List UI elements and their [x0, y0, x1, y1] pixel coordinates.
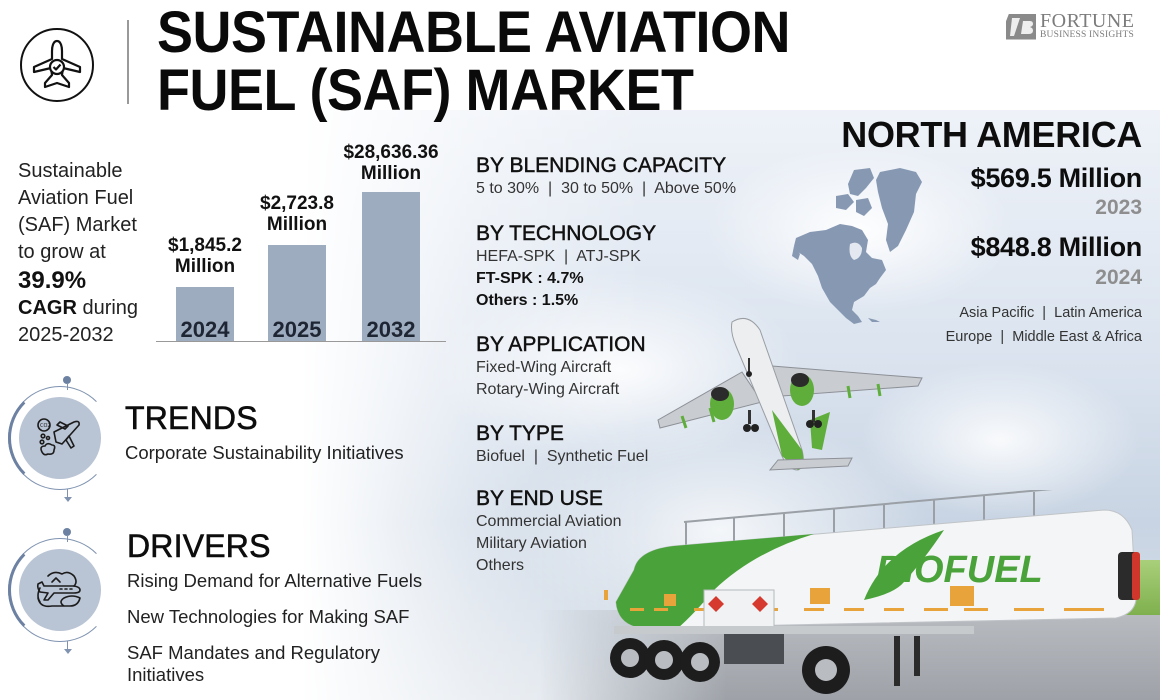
segment-item: Fixed-Wing Aircraft — [476, 359, 612, 376]
page-title: SUSTAINABLE AVIATION FUEL (SAF) MARKET — [157, 4, 790, 120]
segment-values: HEFA-SPK | ATJ-SPK — [476, 248, 641, 265]
segment-title: BY TECHNOLOGY — [476, 222, 657, 245]
drivers-hub — [2, 528, 112, 658]
title-line-2: FUEL (SAF) MARKET — [157, 58, 694, 123]
airplane-image — [657, 317, 923, 471]
cagr-value: 39.9% — [18, 267, 87, 294]
trend-item: Corporate Sustainability Initiatives — [125, 442, 404, 463]
segment-item: Commercial Aviation — [476, 513, 622, 530]
segment-end-use: BY END USE Commercial Aviation Military … — [476, 487, 622, 577]
segment-title: BY TYPE — [476, 422, 564, 445]
segment-item: Rotary-Wing Aircraft — [476, 381, 620, 398]
region-year-2023: 2023 — [1095, 196, 1142, 219]
bar-2025: $2,723.8 Million 2025 — [260, 193, 334, 342]
trends-title: TRENDS — [125, 400, 258, 437]
segment-values: 5 to 30% | 30 to 50% | Above 50% — [476, 180, 737, 197]
other-regions-line: Asia Pacific | Latin America — [959, 305, 1142, 321]
intro-line: (SAF) Market — [18, 214, 137, 236]
region-value-2024: $848.8 Million — [970, 232, 1143, 262]
svg-text:BIOFUEL: BIOFUEL — [876, 549, 1043, 591]
intro-line: to grow at — [18, 241, 106, 263]
chart-baseline — [156, 340, 446, 342]
bar-year-label: 2025 — [272, 317, 322, 342]
plane-leaf-icon — [19, 549, 101, 631]
brand-subtitle: BUSINESS INSIGHTS — [1040, 30, 1134, 40]
segment-others: Others : 1.5% — [476, 292, 579, 309]
airplane-check-icon — [20, 28, 94, 102]
north-america-map — [792, 168, 922, 324]
drivers-title: DRIVERS — [127, 528, 271, 565]
driver-item: New Technologies for Making SAF — [127, 606, 410, 627]
brand-name: FORTUNE — [1040, 10, 1135, 32]
other-regions-line: Europe | Middle East & Africa — [945, 329, 1142, 345]
svg-text:CO2: CO2 — [40, 423, 51, 429]
bar-value-label: $2,723.8 Million — [260, 193, 334, 235]
plane-co2-emission-icon: CO2 — [19, 397, 101, 479]
segment-title: BY APPLICATION — [476, 333, 646, 356]
brand-logo: FORTUNE BUSINESS INSIGHTS — [1006, 10, 1135, 41]
segment-item: Others — [476, 557, 525, 574]
bar-year-label: 2024 — [180, 317, 230, 342]
cagr-summary: Sustainable Aviation Fuel (SAF) Market t… — [18, 158, 158, 349]
segment-type: BY TYPE Biofuel | Synthetic Fuel — [476, 422, 648, 468]
region-title: NORTH AMERICA — [841, 114, 1142, 155]
cagr-period: 2025-2032 — [18, 324, 114, 346]
market-size-bar-chart: $1,845.2 Million 2024 $2,723.8 Million 202… — [156, 140, 446, 345]
segment-application: BY APPLICATION Fixed-Wing Aircraft Rotar… — [476, 333, 646, 401]
biofuel-tanker-truck-image: BIOFUEL — [604, 490, 1140, 694]
trends-hub: CO2 — [2, 376, 112, 506]
driver-item: Initiatives — [127, 664, 205, 685]
segment-values: Biofuel | Synthetic Fuel — [476, 448, 649, 465]
intro-during: during — [76, 297, 139, 319]
segment-blending-capacity: BY BLENDING CAPACITY 5 to 30% | 30 to 50… — [476, 154, 736, 200]
bar-2024: $1,845.2 Million 2024 — [168, 235, 242, 342]
driver-item: SAF Mandates and Regulatory — [127, 642, 380, 663]
brand-mark-icon — [1006, 13, 1036, 40]
other-regions: Asia Pacific | Latin America Europe | Mi… — [946, 301, 1142, 349]
bar-year-label: 2032 — [366, 317, 416, 342]
arrow-down-icon — [63, 649, 72, 654]
bar-value-label: $1,845.2 Million — [168, 235, 242, 277]
intro-line: Sustainable — [18, 160, 123, 182]
segment-ft-spk: FT-SPK : 4.7% — [476, 270, 584, 287]
segment-technology: BY TECHNOLOGY HEFA-SPK | ATJ-SPK FT-SPK … — [476, 222, 657, 312]
arrow-down-icon — [63, 497, 72, 502]
cagr-label: CAGR — [18, 297, 77, 319]
header-divider — [127, 20, 129, 104]
title-line-1: SUSTAINABLE AVIATION — [157, 0, 790, 65]
region-year-2024: 2024 — [1095, 266, 1142, 289]
segment-title: BY BLENDING CAPACITY — [476, 154, 727, 177]
segment-item: Military Aviation — [476, 535, 587, 552]
driver-item: Rising Demand for Alternative Fuels — [127, 570, 423, 591]
segment-title: BY END USE — [476, 487, 603, 510]
region-value-2023: $569.5 Million — [970, 163, 1143, 193]
bar-value-label: $28,636.36 Million — [343, 142, 439, 184]
intro-line: Aviation Fuel — [18, 187, 134, 209]
bar-2032: $28,636.36 Million 2032 — [343, 142, 439, 342]
